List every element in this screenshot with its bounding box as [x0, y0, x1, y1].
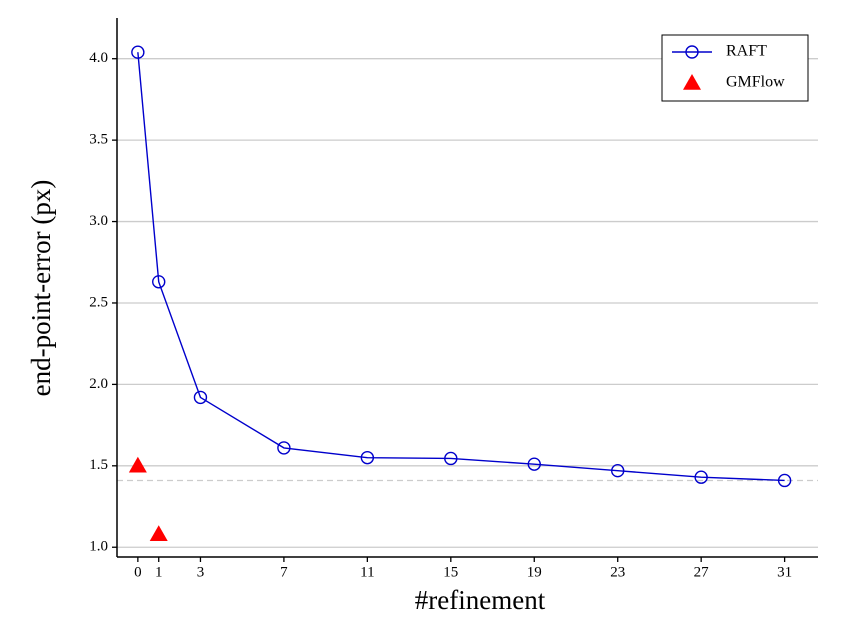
- marker: [444, 451, 458, 466]
- marker: [527, 457, 541, 471]
- x-tick-label: 27: [694, 564, 710, 580]
- x-tick-label: 23: [610, 564, 625, 580]
- x-tick-label: 1: [155, 564, 163, 580]
- marker: [694, 470, 708, 484]
- y-tick-label: 2.5: [89, 294, 108, 310]
- y-tick-label: 2.0: [89, 376, 108, 392]
- x-axis-label: #refinement: [415, 585, 546, 615]
- legend-label: RAFT: [726, 43, 767, 60]
- marker: [128, 456, 147, 473]
- y-axis-label: end-point-error (px): [26, 180, 56, 397]
- y-tick-label: 4.0: [89, 50, 108, 66]
- marker: [152, 275, 166, 289]
- x-tick-label: 19: [527, 564, 542, 580]
- x-tick-label: 11: [360, 564, 374, 580]
- marker: [131, 45, 145, 59]
- marker: [611, 463, 625, 478]
- marker: [149, 525, 168, 541]
- y-tick-label: 1.0: [89, 539, 108, 555]
- y-tick-label: 1.5: [89, 457, 108, 473]
- marker: [777, 473, 792, 488]
- y-tick-label: 3.0: [89, 213, 108, 229]
- x-tick-label: 7: [280, 564, 288, 580]
- legend-marker: [683, 74, 701, 90]
- x-tick-label: 3: [197, 564, 205, 580]
- marker: [360, 450, 375, 465]
- marker: [277, 441, 291, 455]
- x-tick-label: 31: [777, 564, 792, 580]
- legend: RAFT GMFlow: [661, 34, 809, 102]
- legend-box: [661, 34, 809, 102]
- legend-label: GMFlow: [726, 74, 785, 91]
- y-tick-label: 3.5: [89, 132, 108, 148]
- x-tick-label: 15: [443, 564, 458, 580]
- x-tick-label: 0: [134, 564, 142, 580]
- marker: [193, 390, 208, 405]
- series-line: [137, 52, 785, 482]
- legend-marker: [685, 45, 699, 59]
